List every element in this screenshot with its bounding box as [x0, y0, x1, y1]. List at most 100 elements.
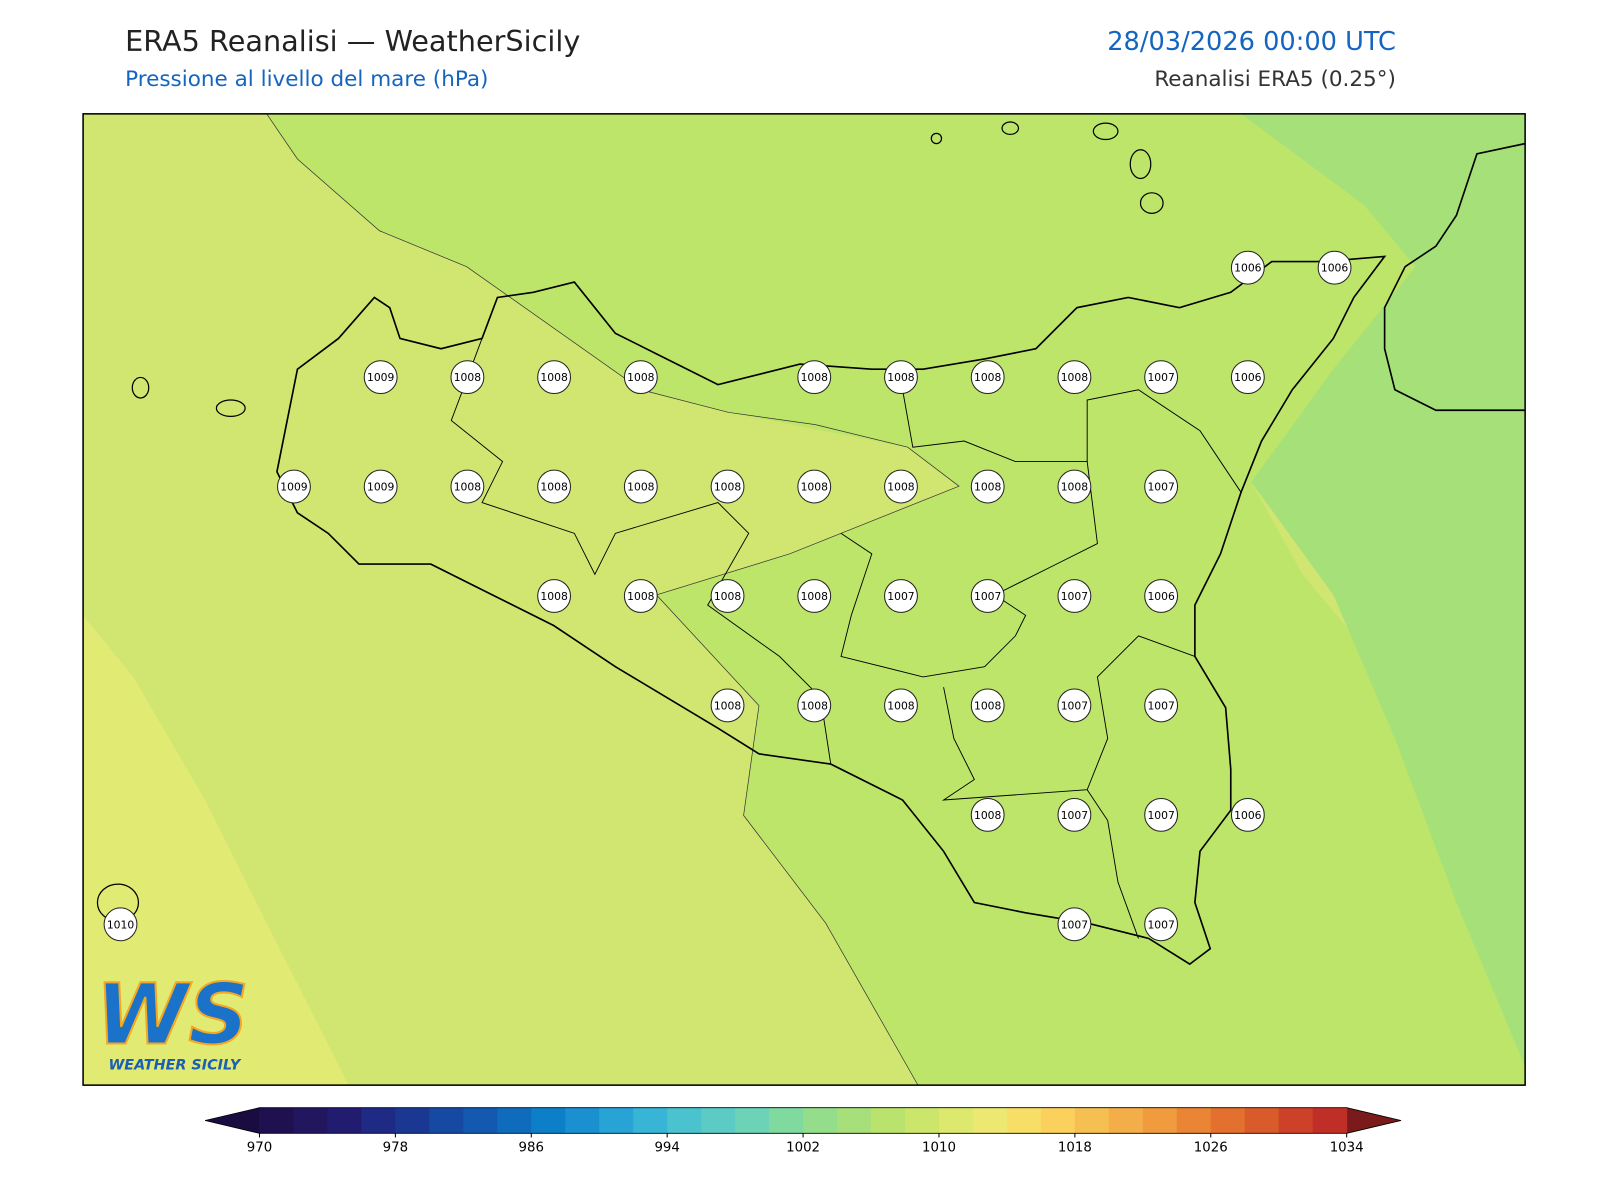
colorbar-under — [205, 1107, 260, 1134]
colorbar-segment — [327, 1107, 362, 1134]
station-value: 1008 — [974, 699, 1002, 712]
colorbar-segment — [599, 1107, 634, 1134]
colorbar-segment — [497, 1107, 532, 1134]
station-marker — [1144, 688, 1179, 723]
station-marker — [1057, 579, 1092, 613]
field-higher — [83, 615, 349, 1086]
colorbar-segment — [735, 1107, 770, 1134]
title: ERA5 Reanalisi — WeatherSicily — [125, 24, 580, 58]
colorbar-segment — [803, 1107, 838, 1134]
station-value: 1006 — [1321, 262, 1349, 275]
colorbar-segment — [1278, 1107, 1314, 1134]
colorbar-segment — [837, 1107, 872, 1134]
station-marker — [710, 469, 745, 504]
station-value: 1007 — [1061, 809, 1088, 822]
colorbar-segment — [1312, 1107, 1348, 1134]
colorbar-segment — [361, 1107, 396, 1134]
station-marker — [450, 360, 485, 395]
coastline — [276, 255, 1387, 966]
station-marker — [797, 469, 832, 504]
station-value: 1006 — [1234, 371, 1262, 384]
station-value: 1008 — [974, 809, 1002, 822]
colorbar-segment — [429, 1107, 464, 1134]
station-value: 1008 — [1061, 481, 1089, 494]
colorbar-segment — [1074, 1107, 1110, 1134]
station-marker — [970, 579, 1005, 613]
station-value: 1008 — [540, 590, 568, 603]
station-marker — [884, 579, 918, 613]
station-marker — [1144, 360, 1179, 395]
colorbar-segment — [701, 1107, 736, 1134]
colorbar-tick-label: 1002 — [786, 1141, 820, 1156]
colorbar-tick-label: 1010 — [922, 1141, 956, 1156]
colorbar-tick-label: 970 — [247, 1141, 272, 1156]
colorbar-tick-label: 1026 — [1194, 1141, 1228, 1156]
station-marker — [623, 579, 658, 613]
colorbar-segment — [633, 1107, 668, 1134]
station-value: 1007 — [1061, 699, 1088, 712]
colorbar-tick-label: 994 — [654, 1141, 679, 1156]
station-marker — [710, 688, 745, 723]
station-value: 1007 — [1147, 918, 1174, 931]
colorbar-segment — [1244, 1107, 1280, 1134]
station-marker — [797, 688, 832, 723]
colorbar-segment — [1040, 1107, 1076, 1134]
station-marker — [884, 469, 918, 504]
station-value: 1008 — [454, 481, 482, 494]
coastline-calabria — [1383, 142, 1526, 412]
station-marker — [970, 360, 1005, 395]
station-value: 1008 — [1061, 371, 1089, 384]
station-value: 1008 — [801, 590, 829, 603]
contour — [266, 113, 960, 1086]
colorbar-segment — [293, 1107, 328, 1134]
colorbar-segment — [769, 1107, 804, 1134]
colorbar-segment — [1108, 1107, 1144, 1134]
province-borders — [450, 297, 1242, 939]
colorbar-segment — [871, 1107, 906, 1134]
station-value: 1008 — [714, 699, 742, 712]
islands — [96, 121, 1164, 922]
station-marker — [363, 360, 398, 395]
datetime: 28/03/2026 00:00 UTC — [1107, 27, 1396, 57]
colorbar-tick-label: 1034 — [1330, 1141, 1364, 1156]
station-value: 1008 — [887, 481, 915, 494]
station-marker — [1144, 469, 1179, 504]
colorbar-segment — [905, 1107, 940, 1134]
station-marker — [363, 469, 398, 504]
station-marker — [970, 469, 1005, 504]
station-value: 1008 — [540, 481, 568, 494]
station-value: 1007 — [1061, 590, 1088, 603]
station-marker — [103, 907, 138, 942]
station-marker — [1057, 688, 1092, 723]
station-value: 1010 — [107, 918, 135, 931]
station-value: 1008 — [627, 590, 655, 603]
station-marker — [1230, 360, 1265, 395]
colorbar-segment — [463, 1107, 498, 1134]
station-value: 1009 — [367, 371, 395, 384]
station-value: 1008 — [627, 371, 655, 384]
station-marker — [884, 688, 918, 723]
station-value: 1006 — [1147, 590, 1175, 603]
colorbar-segment — [1210, 1107, 1246, 1134]
colorbar-over — [1346, 1107, 1402, 1134]
station-value: 1008 — [801, 699, 829, 712]
station-value: 1007 — [1147, 481, 1174, 494]
station-value: 1007 — [887, 590, 914, 603]
colorbar-segment — [565, 1107, 600, 1134]
station-value: 1006 — [1234, 262, 1262, 275]
station-marker — [1317, 250, 1352, 285]
station-marker — [797, 360, 832, 395]
colorbar-segment — [259, 1107, 294, 1134]
station-value: 1007 — [1061, 918, 1088, 931]
station-value: 1008 — [887, 371, 915, 384]
station-value: 1008 — [714, 590, 742, 603]
station-value: 1009 — [280, 481, 308, 494]
station-marker — [537, 579, 572, 613]
station-marker — [884, 360, 918, 395]
station-marker — [1230, 797, 1265, 832]
colorbar-segment — [1006, 1107, 1042, 1134]
station-value: 1008 — [540, 371, 568, 384]
station-marker — [277, 469, 311, 504]
